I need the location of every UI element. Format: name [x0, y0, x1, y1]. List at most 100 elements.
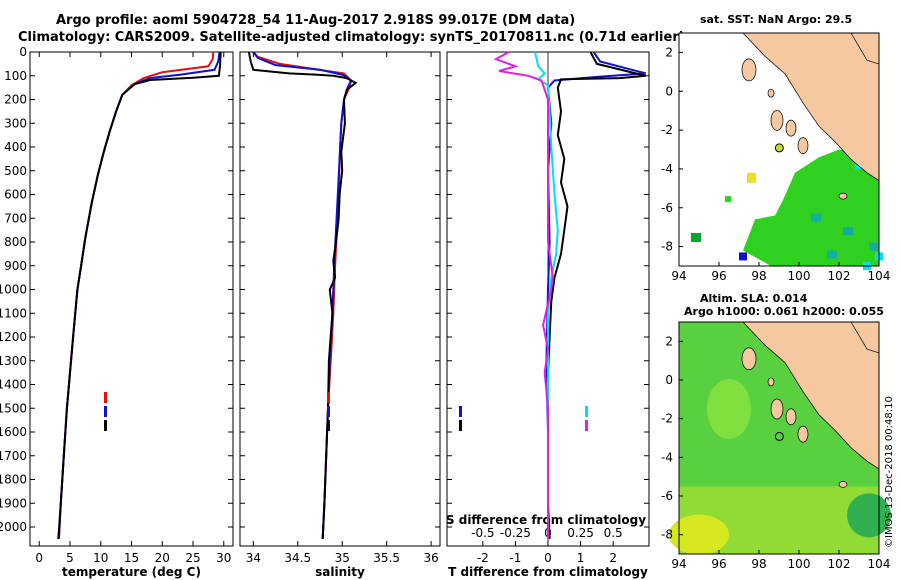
depth-tick-label: 1900	[0, 496, 27, 510]
panel-temperature-profile: 0 5 10 15 20 25 30 temperature (deg C)	[29, 51, 234, 579]
imos-watermark: ©IMOS 13-Dec-2018 00:48:10	[884, 396, 895, 548]
lat-tick-label: -8	[661, 528, 673, 542]
lon-tick-label: 104	[868, 557, 891, 571]
lon-tick-label: 94	[671, 557, 686, 571]
lon-tick-label: 96	[711, 557, 726, 571]
legend-sal-satellite-swatch	[585, 406, 588, 417]
depth-tick-label: 1400	[0, 378, 27, 392]
island	[797, 425, 809, 443]
depth-tick-label: 400	[4, 140, 27, 154]
salinity-profile-frame	[239, 51, 441, 547]
legend-climatology-swatch	[327, 392, 330, 403]
x-tick-label: 0	[544, 551, 552, 565]
x-tick-label: 35.5	[373, 551, 400, 565]
legend-argo-swatch	[104, 420, 107, 431]
depth-tick-label: 1200	[0, 330, 27, 344]
island	[838, 481, 848, 488]
x-tick-label: 30	[216, 551, 231, 565]
island	[797, 137, 809, 154]
legend-climatology-swatch	[104, 392, 107, 403]
lat-tick-label: -6	[661, 201, 673, 215]
depth-tick-label: 800	[4, 235, 27, 249]
island	[838, 192, 848, 200]
depth-tick-label: 1000	[0, 283, 27, 297]
island	[785, 408, 797, 426]
panel-salinity-profile: 34 34.5 35 35.5 36 salinity	[239, 51, 441, 579]
legend-satellite-adj-swatch	[327, 406, 330, 417]
sla-low	[847, 493, 891, 538]
x-tick-label: 2	[609, 551, 617, 565]
depth-tick-label: 300	[4, 116, 27, 130]
lon-tick-label: 98	[751, 269, 766, 283]
sst-cell	[811, 213, 821, 222]
lat-tick-label: -4	[661, 162, 673, 176]
lon-tick-label: 100	[788, 557, 811, 571]
sst-cell	[725, 196, 731, 203]
depth-tick-label: 500	[4, 164, 27, 178]
lat-tick-label: -6	[661, 489, 673, 503]
sst-map: 94 96 98 100 102 104 2 0 -2 -4 -6 -8	[661, 32, 891, 283]
float-location-marker	[774, 143, 784, 153]
sla-map-title-2: Argo h1000: 0.061 h2000: 0.055	[684, 305, 884, 318]
depth-tick-label: 2000	[0, 520, 27, 534]
depth-tick-label: 1100	[0, 306, 27, 320]
temperature-profile-frame	[29, 51, 234, 547]
depth-tick-label: 1800	[0, 473, 27, 487]
lon-tick-label: 94	[671, 269, 686, 283]
x-tick-label: 25	[185, 551, 200, 565]
depth-tick-label: 1700	[0, 449, 27, 463]
depth-tick-label: 900	[4, 259, 27, 273]
lat-tick-label: -4	[661, 450, 673, 464]
legend-satellite-adj-swatch	[104, 406, 107, 417]
depth-tick-label: 100	[4, 69, 27, 83]
lat-tick-label: 2	[665, 334, 673, 348]
float-location-marker	[774, 431, 784, 441]
s-tick-label: -0.25	[500, 526, 531, 540]
x-tick-label: 34.5	[284, 551, 311, 565]
sst-patch	[743, 149, 879, 266]
x-tick-label: 35	[335, 551, 350, 565]
lat-tick-label: 2	[665, 45, 673, 59]
lon-tick-label: 96	[711, 269, 726, 283]
lon-tick-label: 98	[751, 557, 766, 571]
sst-cell	[827, 250, 837, 259]
x-tick-label: 15	[124, 551, 139, 565]
sla-map-title-1: Altim. SLA: 0.014	[700, 292, 808, 305]
depth-tick-label: 700	[4, 211, 27, 225]
sst-cell	[869, 242, 879, 251]
depth-tick-label: 600	[4, 188, 27, 202]
x-tick-label: 36	[423, 551, 438, 565]
temperature-legend	[104, 392, 107, 431]
s-tick-label: -0.5	[471, 526, 494, 540]
x-tick-label: -2	[477, 551, 489, 565]
depth-tick-label: 1600	[0, 425, 27, 439]
x-tick-label: 1	[577, 551, 585, 565]
x-axis-label: temperature (deg C)	[62, 565, 201, 579]
lon-tick-label: 104	[868, 269, 891, 283]
lat-tick-label: -2	[661, 123, 673, 137]
salinity-legend	[327, 392, 330, 431]
s-axis-label: S difference from climatology	[446, 513, 646, 527]
lat-tick-label: -2	[661, 412, 673, 426]
island	[741, 347, 757, 371]
lon-tick-label: 100	[788, 269, 811, 283]
depth-tick-label: 200	[4, 93, 27, 107]
island	[770, 398, 784, 420]
sst-cell	[739, 252, 747, 261]
lon-tick-label: 102	[828, 269, 851, 283]
panel-difference-from-climatology: -2 -1 0 1 2T difference from climatology -0.5…	[446, 51, 650, 579]
sst-cell	[691, 232, 701, 242]
depth-tick-label: 1300	[0, 354, 27, 368]
lat-tick-label: 0	[665, 373, 673, 387]
sst-map-title: sat. SST: NaN Argo: 29.5	[700, 13, 853, 26]
island	[770, 110, 784, 131]
island	[767, 377, 775, 387]
series-salinity-satellite	[534, 51, 559, 539]
legend-argo-swatch	[327, 420, 330, 431]
legend-temp-argo-swatch	[459, 420, 462, 431]
legend-sal-argo-swatch	[585, 420, 588, 431]
sst-cell	[747, 172, 756, 183]
depth-tick-label: 0	[19, 45, 27, 59]
legend-temp-satellite-swatch	[459, 406, 462, 417]
